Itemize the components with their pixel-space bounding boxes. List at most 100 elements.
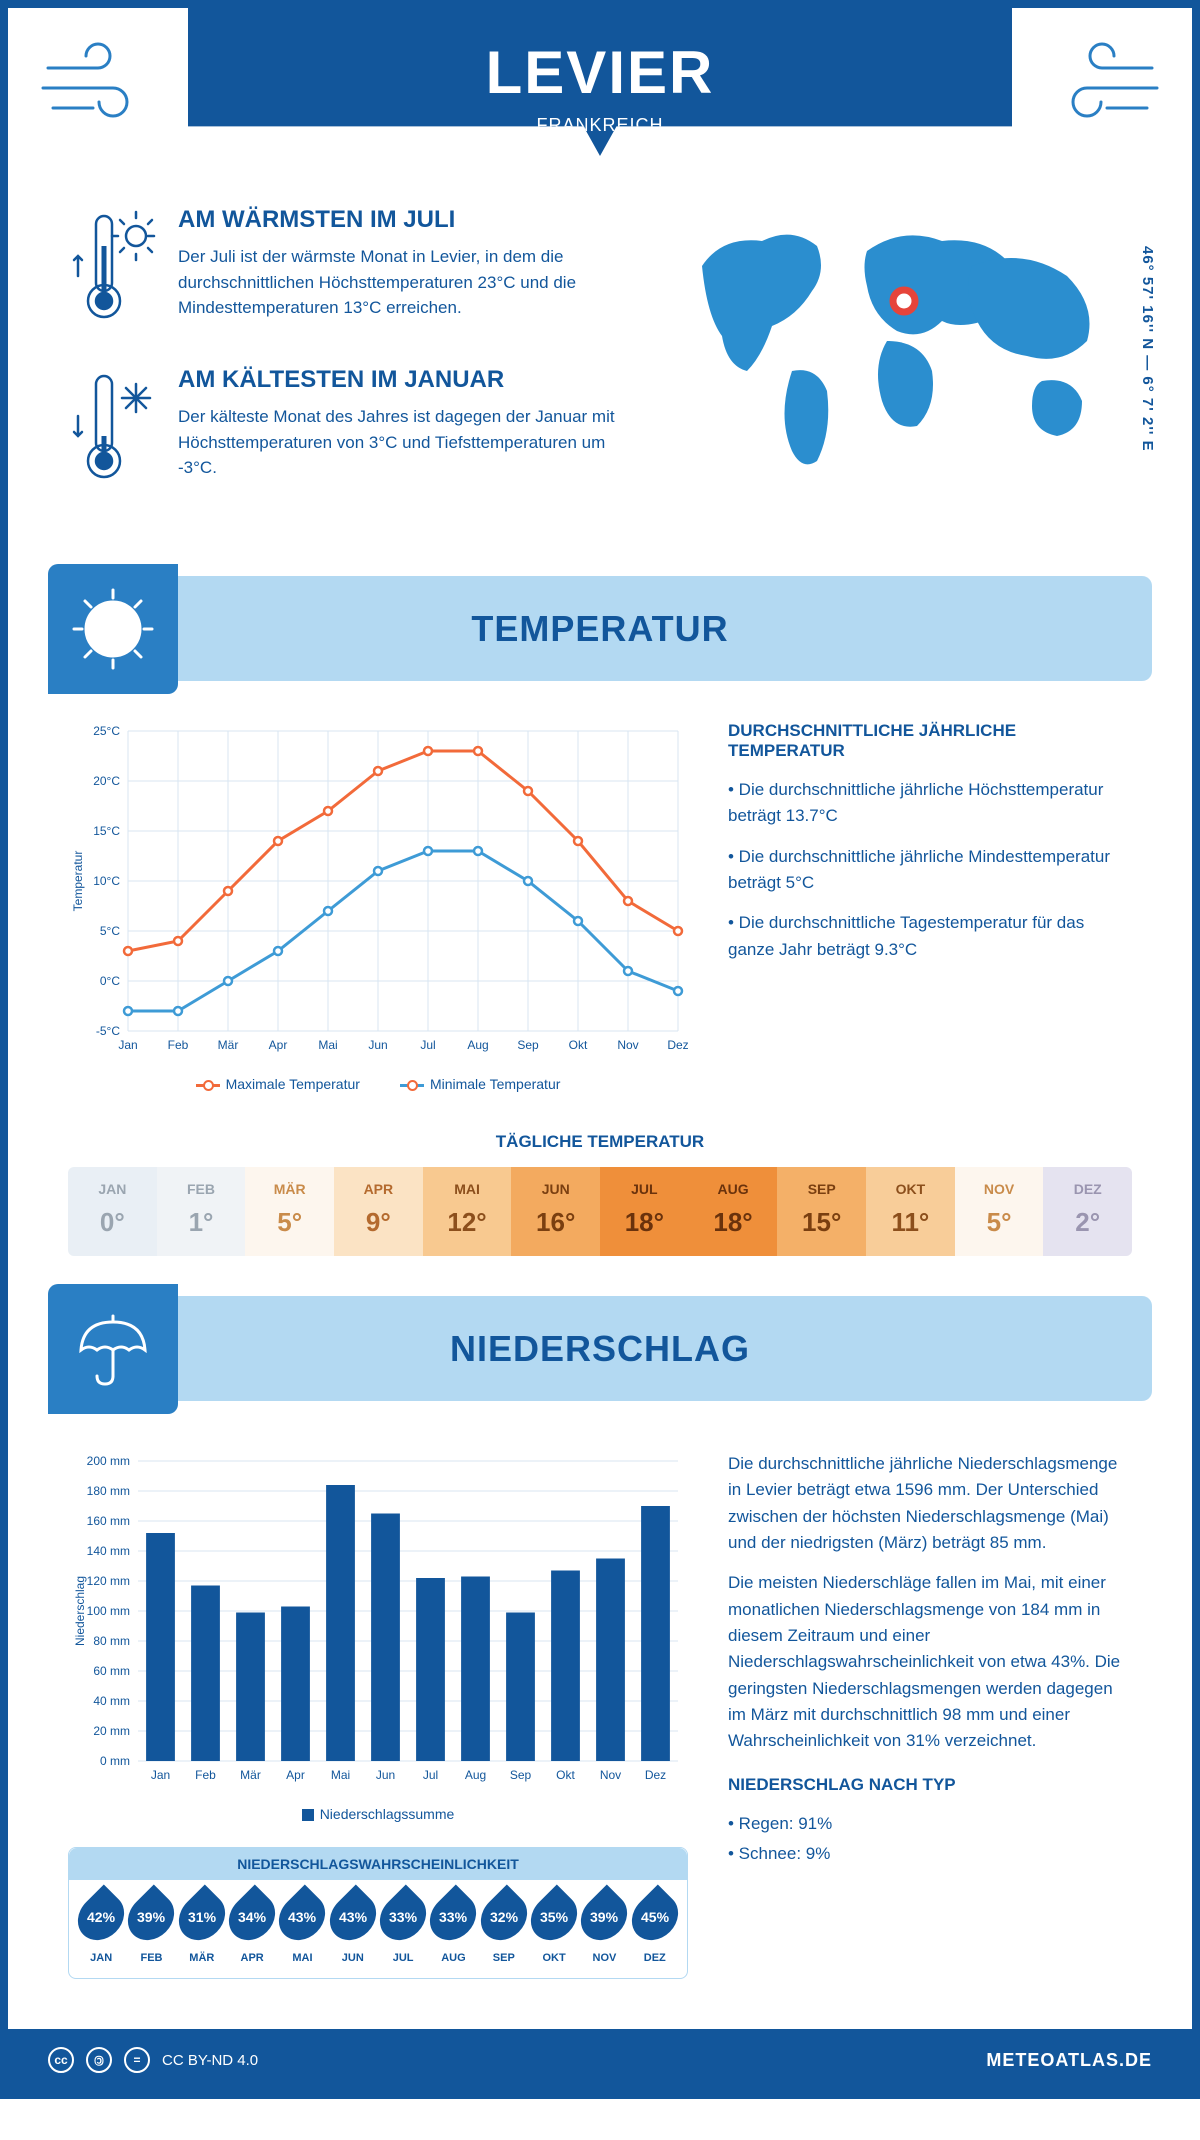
thermometer-hot-icon <box>68 206 158 331</box>
svg-text:Jun: Jun <box>376 1768 395 1782</box>
svg-text:Okt: Okt <box>569 1038 588 1052</box>
warmest-fact: AM WÄRMSTEN IM JULI Der Juli ist der wär… <box>68 206 632 331</box>
daily-temp-strip: JAN0°FEB1°MÄR5°APR9°MAI12°JUN16°JUL18°AU… <box>68 1167 1132 1256</box>
precip-drop: 39%NOV <box>580 1892 628 1964</box>
city-title: LEVIER <box>188 38 1012 107</box>
precip-drop: 34%APR <box>228 1892 276 1964</box>
precip-legend: Niederschlagssumme <box>68 1806 688 1822</box>
svg-text:160 mm: 160 mm <box>87 1514 130 1528</box>
svg-text:Dez: Dez <box>645 1768 666 1782</box>
sun-icon <box>48 564 178 694</box>
header: LEVIER FRANKREICH <box>188 8 1012 156</box>
svg-text:120 mm: 120 mm <box>87 1574 130 1588</box>
precip-drop: 32%SEP <box>480 1892 528 1964</box>
svg-text:200 mm: 200 mm <box>87 1454 130 1468</box>
svg-text:Okt: Okt <box>556 1768 575 1782</box>
svg-text:Jan: Jan <box>118 1038 137 1052</box>
precip-drop: 33%AUG <box>429 1892 477 1964</box>
month-cell: SEP15° <box>777 1167 866 1256</box>
svg-text:25°C: 25°C <box>93 724 120 738</box>
coords-text: 46° 57' 16'' N — 6° 7' 2'' E <box>1139 246 1156 452</box>
svg-text:40 mm: 40 mm <box>93 1694 130 1708</box>
month-cell: JUN16° <box>511 1167 600 1256</box>
svg-text:15°C: 15°C <box>93 824 120 838</box>
svg-text:Sep: Sep <box>517 1038 539 1052</box>
warmest-text: Der Juli ist der wärmste Monat in Levier… <box>178 244 632 321</box>
svg-text:Jun: Jun <box>368 1038 387 1052</box>
umbrella-icon <box>48 1284 178 1414</box>
temp-line-chart: -5°C 0°C 5°C 10°C 15°C 20°C 25°C Jan Feb Mär Apr Ma… <box>68 721 688 1061</box>
svg-text:140 mm: 140 mm <box>87 1544 130 1558</box>
temp-legend: .swatch:nth-child(1)::after{border-color… <box>68 1076 688 1092</box>
by-icon: 🄯 <box>86 2047 112 2073</box>
cc-icon: cc <box>48 2047 74 2073</box>
month-cell: NOV5° <box>955 1167 1044 1256</box>
site-name: METEOATLAS.DE <box>986 2050 1152 2071</box>
svg-text:Mai: Mai <box>331 1768 350 1782</box>
precip-drop: 31%MÄR <box>178 1892 226 1964</box>
precip-drop: 39%FEB <box>127 1892 175 1964</box>
temp-heading: TEMPERATUR <box>471 608 728 650</box>
svg-text:20 mm: 20 mm <box>93 1724 130 1738</box>
coldest-fact: AM KÄLTESTEN IM JANUAR Der kälteste Mona… <box>68 366 632 491</box>
svg-text:10°C: 10°C <box>93 874 120 888</box>
month-cell: MAI12° <box>423 1167 512 1256</box>
svg-text:Apr: Apr <box>286 1768 305 1782</box>
wind-icon <box>38 38 158 143</box>
temp-section-header: TEMPERATUR <box>48 576 1152 681</box>
svg-text:Jul: Jul <box>420 1038 435 1052</box>
month-cell: FEB1° <box>157 1167 246 1256</box>
precip-drop: 43%JUN <box>329 1892 377 1964</box>
precip-drop: 43%MAI <box>278 1892 326 1964</box>
svg-text:20°C: 20°C <box>93 774 120 788</box>
footer: cc 🄯 = CC BY-ND 4.0 METEOATLAS.DE <box>8 2029 1192 2091</box>
svg-text:Mai: Mai <box>318 1038 337 1052</box>
svg-text:Niederschlag: Niederschlag <box>73 1576 87 1646</box>
precip-bar-chart: 0 mm20 mm40 mm60 mm80 mm100 mm120 mm140 … <box>68 1451 688 1791</box>
warmest-title: AM WÄRMSTEN IM JULI <box>178 206 632 234</box>
svg-text:Jan: Jan <box>151 1768 170 1782</box>
month-cell: MÄR5° <box>245 1167 334 1256</box>
svg-text:Dez: Dez <box>667 1038 688 1052</box>
svg-text:180 mm: 180 mm <box>87 1484 130 1498</box>
precip-drop: 33%JUL <box>379 1892 427 1964</box>
license-text: CC BY-ND 4.0 <box>162 2052 258 2069</box>
svg-text:Sep: Sep <box>510 1768 532 1782</box>
svg-text:5°C: 5°C <box>100 924 120 938</box>
svg-text:Nov: Nov <box>617 1038 638 1052</box>
svg-text:80 mm: 80 mm <box>93 1634 130 1648</box>
svg-text:100 mm: 100 mm <box>87 1604 130 1618</box>
svg-text:Aug: Aug <box>465 1768 486 1782</box>
svg-text:60 mm: 60 mm <box>93 1664 130 1678</box>
svg-text:Feb: Feb <box>168 1038 189 1052</box>
month-cell: AUG18° <box>689 1167 778 1256</box>
svg-text:Nov: Nov <box>600 1768 621 1782</box>
svg-text:Feb: Feb <box>195 1768 216 1782</box>
temp-info: DURCHSCHNITTLICHE JÄHRLICHE TEMPERATUR •… <box>728 721 1132 1092</box>
svg-text:Jul: Jul <box>423 1768 438 1782</box>
precip-drop: 35%OKT <box>530 1892 578 1964</box>
nd-icon: = <box>124 2047 150 2073</box>
thermometer-cold-icon <box>68 366 158 491</box>
svg-text:Aug: Aug <box>467 1038 488 1052</box>
daily-temp-title: TÄGLICHE TEMPERATUR <box>8 1132 1192 1152</box>
svg-text:Mär: Mär <box>218 1038 239 1052</box>
svg-text:Apr: Apr <box>269 1038 288 1052</box>
month-cell: JAN0° <box>68 1167 157 1256</box>
precip-drop: 42%JAN <box>77 1892 125 1964</box>
coldest-title: AM KÄLTESTEN IM JANUAR <box>178 366 632 394</box>
month-cell: DEZ2° <box>1043 1167 1132 1256</box>
precip-probability-box: NIEDERSCHLAGSWAHRSCHEINLICHKEIT 42%JAN39… <box>68 1847 688 1979</box>
precip-heading: NIEDERSCHLAG <box>450 1328 750 1370</box>
precip-info: Die durchschnittliche jährliche Niedersc… <box>728 1451 1132 1979</box>
svg-text:0°C: 0°C <box>100 974 120 988</box>
svg-text:-5°C: -5°C <box>96 1024 120 1038</box>
country-subtitle: FRANKREICH <box>188 115 1012 136</box>
precip-drop: 45%DEZ <box>631 1892 679 1964</box>
precip-section-header: NIEDERSCHLAG <box>48 1296 1152 1401</box>
svg-text:Mär: Mär <box>240 1768 261 1782</box>
month-cell: JUL18° <box>600 1167 689 1256</box>
coldest-text: Der kälteste Monat des Jahres ist dagege… <box>178 404 632 481</box>
svg-text:Temperatur: Temperatur <box>71 851 85 912</box>
wind-icon <box>1042 38 1162 143</box>
